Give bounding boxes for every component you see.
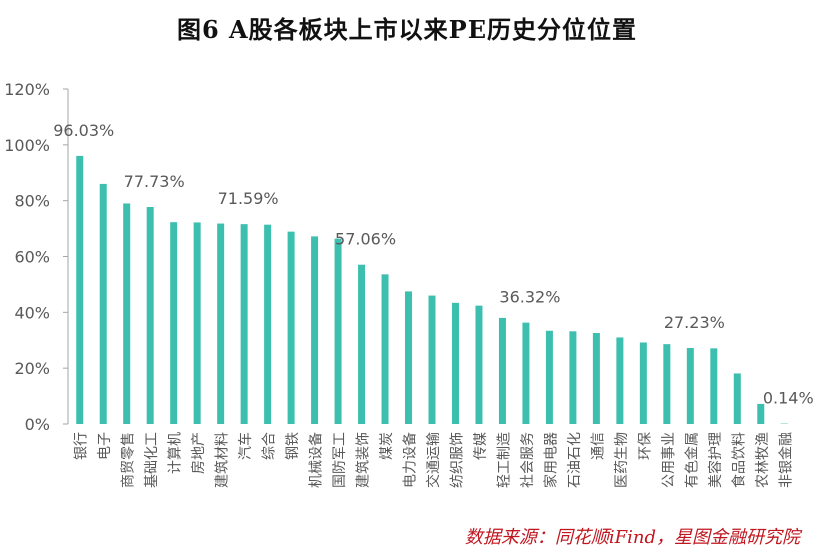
- x-tick-label: 电力设备: [402, 432, 419, 488]
- x-tick-label: 煤炭: [379, 432, 395, 460]
- x-tick-label: 建筑装饰: [356, 432, 372, 488]
- y-axis: 0% 20% 40% 60% 80% 100% 120%: [4, 80, 69, 434]
- bar: [146, 207, 154, 424]
- x-tick-label: 公用事业: [661, 432, 677, 488]
- bar: [522, 322, 530, 424]
- x-tick-label: 轻工制造: [496, 432, 512, 488]
- x-tick-label: 传媒: [473, 432, 489, 460]
- x-tick-label: 通信: [590, 432, 606, 460]
- bar: [170, 222, 178, 424]
- bar: [381, 274, 389, 424]
- data-label: 77.73%: [124, 172, 185, 191]
- bar: [358, 264, 366, 424]
- data-label: 96.03%: [53, 121, 114, 140]
- bar: [311, 236, 319, 424]
- x-tick-label: 美容护理: [707, 432, 724, 488]
- bar: [733, 373, 741, 424]
- bar: [545, 330, 553, 424]
- bar: [334, 238, 342, 424]
- bar: [639, 342, 647, 424]
- x-tick-label: 建筑材料: [215, 432, 231, 488]
- x-tick-label: 纺织服饰: [449, 432, 465, 488]
- x-tick-label: 非银金融: [778, 432, 794, 488]
- x-tick-label: 机械设备: [308, 432, 325, 488]
- x-tick-label: 有色金属: [683, 432, 700, 488]
- x-tick-label: 银行: [74, 432, 90, 460]
- data-label: 57.06%: [335, 230, 396, 249]
- x-tick-label: 基础化工: [143, 432, 160, 488]
- x-tick-label: 环保: [637, 432, 653, 460]
- x-tick-label: 钢铁: [285, 432, 301, 460]
- bar: [592, 332, 600, 424]
- bar: [99, 183, 107, 424]
- bar: [76, 155, 84, 424]
- x-tick-label: 房地产: [191, 432, 207, 474]
- data-label: 0.14%: [763, 389, 814, 408]
- x-tick-label: 商贸零售: [121, 432, 137, 488]
- x-tick-label: 计算机: [168, 432, 184, 474]
- bar: [287, 231, 295, 424]
- bar: [240, 224, 248, 424]
- data-label: 27.23%: [664, 313, 725, 332]
- x-axis-labels: 银行 电子 商贸零售 基础化工 计算机 房地产 建筑材料 汽车 综合 钢铁 机械设备 国防军工 建筑装饰…: [74, 432, 795, 488]
- bar: [686, 347, 694, 424]
- y-tick-label: 100%: [4, 136, 50, 155]
- y-tick-label: 20%: [14, 359, 50, 378]
- y-tick-label: 0%: [25, 415, 50, 434]
- bar: [663, 344, 671, 424]
- y-tick-label: 60%: [14, 248, 50, 267]
- y-tick-label: 80%: [14, 192, 50, 211]
- bar: [569, 331, 577, 424]
- y-tick-label: 40%: [14, 303, 50, 322]
- y-tick-label: 120%: [4, 80, 50, 99]
- bar: [217, 223, 225, 424]
- x-tick-label: 家用电器: [542, 432, 559, 488]
- x-tick-label: 医药生物: [614, 432, 630, 488]
- chart-title: 图6 A股各板块上市以来PE历史分位位置: [176, 15, 637, 44]
- x-tick-label: 社会服务: [520, 432, 536, 488]
- bar: [475, 305, 483, 424]
- bar: [193, 222, 201, 424]
- bar: [710, 348, 718, 424]
- bar: [757, 403, 765, 424]
- bar: [428, 295, 436, 424]
- x-tick-label: 综合: [262, 432, 278, 460]
- x-tick-label: 石油石化: [567, 432, 583, 488]
- x-tick-label: 国防军工: [332, 432, 348, 488]
- bar: [264, 224, 272, 424]
- bar: [123, 203, 131, 424]
- bar: [616, 337, 624, 424]
- x-tick-label: 交通运输: [425, 432, 442, 488]
- source-note: 数据来源：同花顺iFind，星图金融研究院: [464, 527, 800, 548]
- x-tick-label: 农林牧渔: [755, 432, 771, 488]
- bars: [76, 155, 788, 424]
- x-tick-label: 电子: [97, 432, 113, 460]
- bar: [498, 317, 506, 424]
- data-labels: 96.03% 77.73% 71.59% 57.06% 36.32% 27.23% 0.14…: [53, 121, 813, 408]
- data-label: 36.32%: [499, 288, 560, 307]
- bar: [451, 302, 459, 424]
- x-tick-label: 食品饮料: [730, 432, 747, 488]
- bar: [405, 291, 413, 424]
- x-tick-label: 汽车: [237, 432, 254, 460]
- data-label: 71.59%: [218, 189, 279, 208]
